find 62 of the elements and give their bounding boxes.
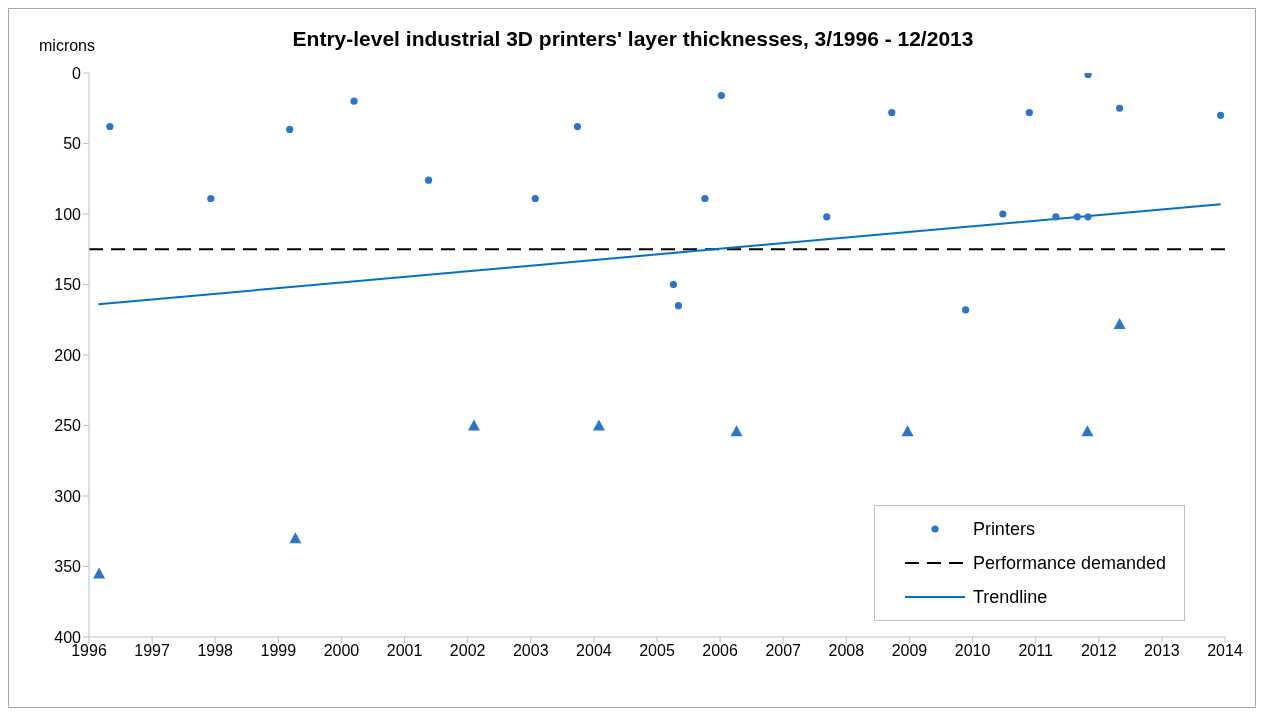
point — [962, 306, 970, 314]
legend-label: Performance demanded — [972, 552, 1166, 574]
point — [1025, 108, 1033, 117]
point — [207, 194, 215, 203]
x-tick-label: 2007 — [765, 642, 802, 660]
point — [1116, 104, 1124, 112]
x-tick-label: 2004 — [576, 642, 612, 660]
point — [1073, 213, 1081, 221]
x-tick-label: 2003 — [512, 642, 549, 660]
point — [730, 425, 743, 437]
point — [286, 125, 294, 133]
point — [1216, 111, 1225, 119]
x-tick-label: 2013 — [1144, 642, 1180, 660]
point — [93, 567, 106, 579]
point — [888, 108, 896, 117]
x-tick-label: 2012 — [1080, 642, 1117, 660]
y-tick-label: 100 — [54, 205, 82, 223]
y-tick-label: 200 — [54, 346, 82, 364]
point — [674, 302, 683, 310]
x-tick-label: 2005 — [639, 642, 675, 660]
legend-label: Printers — [972, 518, 1035, 540]
x-tick-label: 1996 — [71, 642, 107, 660]
point — [531, 194, 539, 203]
point — [350, 97, 358, 105]
x-tick-label: 2010 — [954, 642, 991, 660]
point — [289, 532, 302, 544]
x-tick-label: 2008 — [828, 642, 865, 660]
y-tick-label: 250 — [54, 417, 82, 435]
point — [1052, 213, 1060, 221]
x-tick-label: 2011 — [1018, 642, 1053, 660]
x-tick-label: 1997 — [134, 642, 171, 660]
y-tick-label: 0 — [72, 64, 82, 82]
point — [106, 122, 114, 131]
x-tick-label: 2001 — [386, 642, 423, 660]
point — [901, 425, 914, 437]
point — [823, 213, 831, 221]
point — [1081, 425, 1094, 437]
x-tick-label: 2006 — [702, 642, 739, 660]
point — [999, 210, 1007, 218]
x-tick-label: 2002 — [449, 642, 486, 660]
point — [1084, 73, 1092, 79]
y-tick-label: 50 — [63, 135, 82, 153]
point — [424, 176, 433, 184]
point — [1084, 213, 1092, 221]
y-axis-title: microns — [39, 37, 96, 55]
x-tick-label: 1998 — [197, 642, 234, 660]
y-tick-label: 350 — [54, 558, 82, 576]
point — [701, 194, 709, 203]
point — [717, 91, 725, 100]
point — [669, 280, 678, 289]
chart-title: Entry-level industrial 3D printers' layer thicknesses, 3/1996 - 12/2013 — [292, 27, 974, 50]
point — [592, 419, 605, 431]
point — [573, 122, 582, 131]
x-tick-label: 2014 — [1207, 642, 1243, 660]
x-tick-label: 2009 — [891, 642, 928, 660]
point — [467, 419, 480, 431]
legend-label: Trendline — [972, 586, 1048, 608]
point — [1113, 317, 1126, 329]
y-tick-label: 150 — [54, 276, 82, 294]
x-tick-label: 1999 — [260, 642, 297, 660]
y-tick-label: 300 — [54, 487, 82, 505]
x-tick-label: 2000 — [323, 642, 360, 660]
